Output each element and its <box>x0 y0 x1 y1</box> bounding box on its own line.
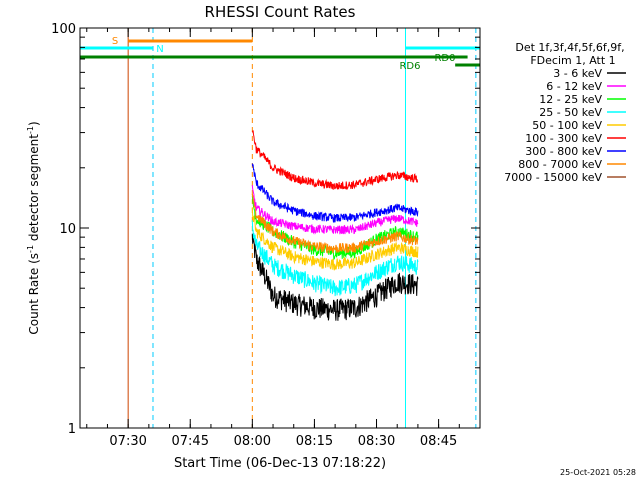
x-tick-label: 07:45 <box>172 434 209 449</box>
state-annotation: S <box>112 36 118 47</box>
legend-entry-label: 12 - 25 keV <box>539 93 602 106</box>
series-line <box>251 193 419 254</box>
series-line <box>251 185 419 235</box>
legend-header-line-1: Det 1f,3f,4f,5f,6f,9f, <box>515 41 624 54</box>
y-axis-ticks: 1 10 100 <box>51 22 480 437</box>
x-tick-label: 08:15 <box>296 434 333 449</box>
series-line <box>251 220 419 297</box>
x-tick-label: 08:45 <box>420 434 457 449</box>
legend-header-line-2: FDecim 1, Att 1 <box>530 54 615 67</box>
legend: Det 1f,3f,4f,5f,6f,9f, FDecim 1, Att 1 3… <box>504 41 626 184</box>
state-annotation: N <box>156 44 163 55</box>
x-tick-label: 08:00 <box>234 434 271 449</box>
legend-entry-label: 7000 - 15000 keV <box>504 171 602 184</box>
x-axis-label: Start Time (06-Dec-13 07:18:22) <box>174 456 386 471</box>
legend-entry-label: 800 - 7000 keV <box>518 158 602 171</box>
series-line <box>251 195 419 260</box>
series-line <box>251 207 419 271</box>
x-tick-label: 08:30 <box>358 434 395 449</box>
series-line <box>251 163 419 223</box>
y-tick-label: 100 <box>51 22 76 37</box>
y-tick-label: 10 <box>59 222 76 237</box>
legend-entry-label: 3 - 6 keV <box>553 67 602 80</box>
legend-entry-label: 100 - 300 keV <box>525 132 602 145</box>
state-annotation: RD0 <box>434 53 455 64</box>
y-tick-label: 1 <box>68 422 76 437</box>
state-annotation: RD6 <box>399 61 420 72</box>
x-axis-ticks: 07:30 07:45 08:00 08:15 08:30 08:45 <box>86 28 481 449</box>
legend-entry-label: 300 - 800 keV <box>525 145 602 158</box>
footer-timestamp: 25-Oct-2021 05:28 <box>560 468 636 477</box>
plot-frame <box>79 27 481 429</box>
legend-entry-label: 50 - 100 keV <box>532 119 602 132</box>
legend-entry-label: 6 - 12 keV <box>546 80 602 93</box>
plot-area: S N RD6 RD0 <box>79 28 480 428</box>
series-line <box>251 232 419 321</box>
series-line <box>251 130 419 191</box>
legend-entry-label: 25 - 50 keV <box>539 106 602 119</box>
chart-title: RHESSI Count Rates <box>205 3 356 21</box>
y-axis-label: Count Rate (s-1 detector segment-1) <box>26 121 41 334</box>
x-tick-label: 07:30 <box>109 434 146 449</box>
